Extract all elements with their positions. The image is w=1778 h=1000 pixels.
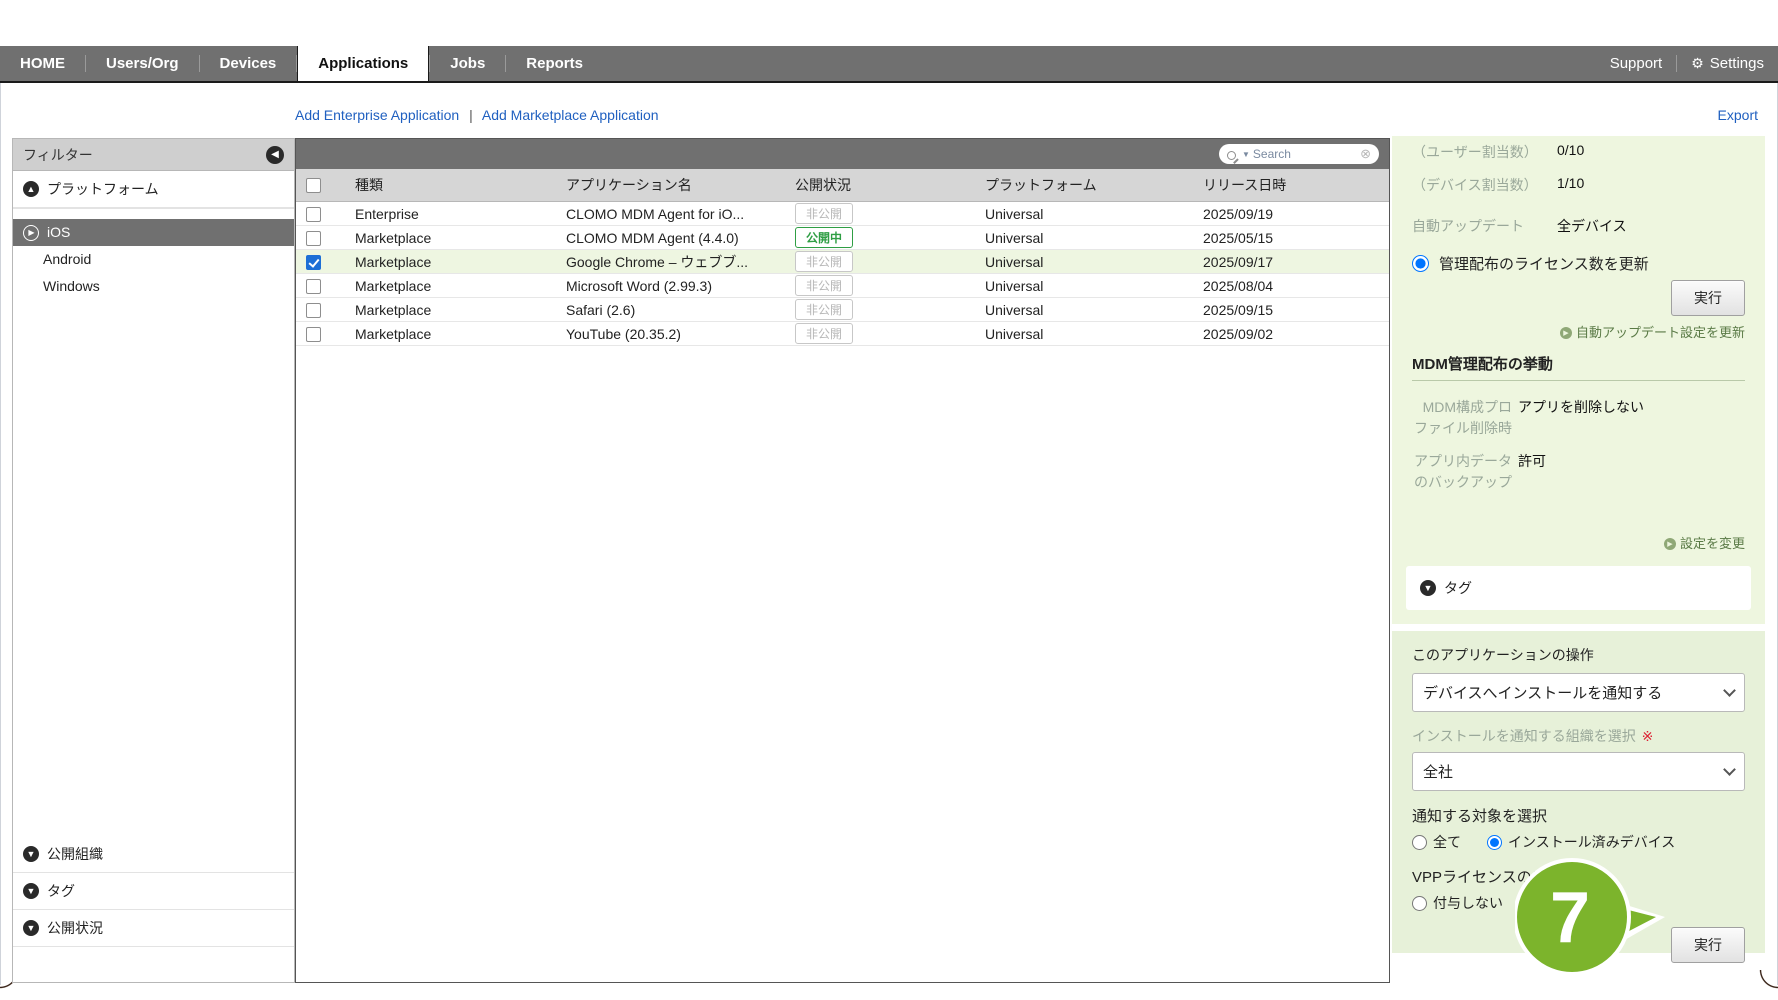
svg-text:7: 7 xyxy=(1550,878,1590,958)
